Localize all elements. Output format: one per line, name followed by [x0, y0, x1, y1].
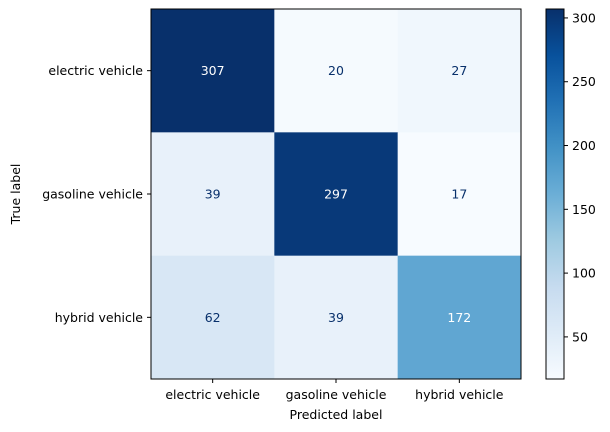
cell-value-label: 297	[324, 187, 348, 202]
cell-value-label: 39	[205, 187, 221, 202]
heatmap-cells: 307 20 27 39 297 17 62 39 172	[151, 9, 522, 380]
heatmap-cell	[274, 132, 399, 257]
y-axis-title: True label	[8, 164, 23, 226]
heatmap-cell	[397, 9, 522, 133]
y-axis: electric vehicle gasoline vehicle hybrid v…	[42, 63, 151, 325]
heatmap-cell	[397, 255, 522, 380]
heatmap-cell	[274, 9, 399, 133]
heatmap-cell	[151, 9, 275, 133]
colorbar-tick-label: 300	[572, 10, 596, 25]
heatmap-cell	[151, 255, 275, 380]
colorbar-tick-label: 250	[572, 74, 596, 89]
colorbar-tick-label: 150	[572, 202, 596, 217]
cell-value-label: 27	[451, 63, 467, 78]
y-tick-label: gasoline vehicle	[42, 187, 143, 202]
cell-value-label: 20	[328, 63, 344, 78]
colorbar-tick-label: 200	[572, 138, 596, 153]
y-tick-label: electric vehicle	[48, 63, 143, 78]
colorbar-tick-label: 100	[572, 266, 596, 281]
heatmap-cell	[151, 132, 275, 257]
y-tick-label: hybrid vehicle	[55, 310, 144, 325]
x-tick-label: electric vehicle	[165, 387, 260, 402]
cell-value-label: 17	[451, 187, 467, 202]
x-axis: electric vehicle gasoline vehicle hybrid v…	[165, 379, 504, 402]
colorbar-ticks: 50 100 150 200 250 300	[564, 10, 596, 344]
heatmap-cell	[274, 255, 399, 380]
x-tick-label: hybrid vehicle	[415, 387, 504, 402]
colorbar-tick-label: 50	[572, 329, 588, 344]
colorbar	[545, 8, 565, 380]
x-axis-title: Predicted label	[290, 407, 383, 422]
heatmap-cell	[397, 132, 522, 257]
cell-value-label: 62	[205, 310, 221, 325]
x-tick-label: gasoline vehicle	[286, 387, 387, 402]
cell-value-label: 307	[201, 63, 225, 78]
cell-value-label: 172	[447, 310, 471, 325]
cell-value-label: 39	[328, 310, 344, 325]
